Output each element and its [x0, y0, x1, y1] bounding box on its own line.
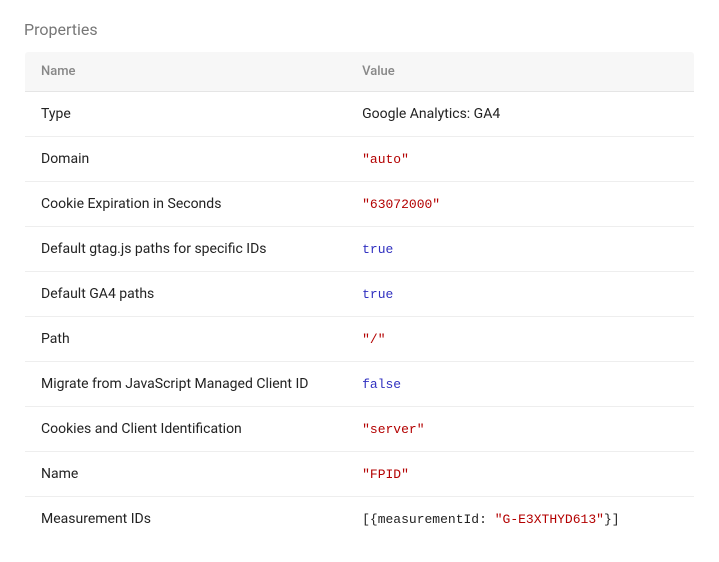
- table-row: Type Google Analytics: GA4: [25, 92, 695, 137]
- value-token: "auto": [362, 152, 409, 167]
- section-title: Properties: [24, 20, 695, 39]
- value-token: [{measurementId:: [362, 512, 495, 527]
- column-header-value: Value: [346, 52, 694, 92]
- value-token: true: [362, 287, 393, 302]
- table-row: Cookie Expiration in Seconds "63072000": [25, 182, 695, 227]
- property-name: Path: [25, 317, 347, 362]
- value-token: "server": [362, 422, 424, 437]
- property-value: "FPID": [346, 452, 694, 497]
- property-value: true: [346, 272, 694, 317]
- property-value: "63072000": [346, 182, 694, 227]
- table-row: Migrate from JavaScript Managed Client I…: [25, 362, 695, 407]
- property-value: false: [346, 362, 694, 407]
- property-name: Measurement IDs: [25, 497, 347, 542]
- table-row: Path "/": [25, 317, 695, 362]
- property-value: true: [346, 227, 694, 272]
- value-token: }]: [604, 512, 620, 527]
- property-name: Cookie Expiration in Seconds: [25, 182, 347, 227]
- value-token: "FPID": [362, 467, 409, 482]
- value-token: true: [362, 242, 393, 257]
- property-value: "/": [346, 317, 694, 362]
- table-row: Name "FPID": [25, 452, 695, 497]
- value-token: Google Analytics: GA4: [362, 106, 500, 122]
- properties-table: Name Value Type Google Analytics: GA4 Doma…: [24, 51, 695, 542]
- property-name: Cookies and Client Identification: [25, 407, 347, 452]
- table-row: Cookies and Client Identification "server…: [25, 407, 695, 452]
- value-token: false: [362, 377, 401, 392]
- property-name: Default gtag.js paths for specific IDs: [25, 227, 347, 272]
- column-header-name: Name: [25, 52, 347, 92]
- property-name: Default GA4 paths: [25, 272, 347, 317]
- value-token: "/": [362, 332, 385, 347]
- table-header-row: Name Value: [25, 52, 695, 92]
- property-value: "auto": [346, 137, 694, 182]
- property-name: Type: [25, 92, 347, 137]
- property-name: Migrate from JavaScript Managed Client I…: [25, 362, 347, 407]
- value-token: "63072000": [362, 197, 440, 212]
- table-row: Domain "auto": [25, 137, 695, 182]
- property-value: [{measurementId: "G-E3XTHYD613"}]: [346, 497, 694, 542]
- property-value: Google Analytics: GA4: [346, 92, 694, 137]
- table-row: Measurement IDs[{measurementId: "G-E3XTH…: [25, 497, 695, 542]
- property-name: Name: [25, 452, 347, 497]
- property-name: Domain: [25, 137, 347, 182]
- table-row: Default gtag.js paths for specific IDs tr…: [25, 227, 695, 272]
- table-row: Default GA4 paths true: [25, 272, 695, 317]
- value-token: "G-E3XTHYD613": [495, 512, 604, 527]
- property-value: "server": [346, 407, 694, 452]
